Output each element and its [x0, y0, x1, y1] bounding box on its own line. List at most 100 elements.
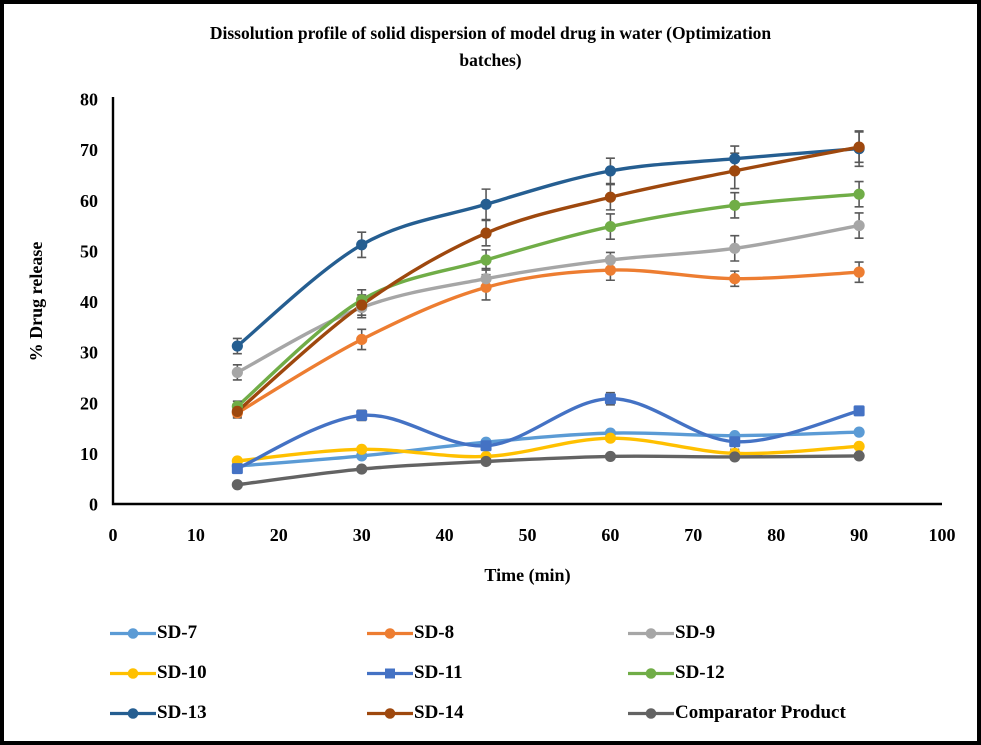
x-tick-label-30: 30 [353, 525, 371, 545]
legend-label-comparator-product: Comparator Product [675, 702, 846, 723]
x-tick-label-0: 0 [109, 525, 118, 545]
legend-label-sd-13: SD-13 [157, 702, 207, 723]
x-tick-label-70: 70 [684, 525, 702, 545]
x-tick-label-90: 90 [850, 525, 868, 545]
y-tick-label-30: 30 [80, 343, 98, 363]
marker-sd-9 [231, 366, 243, 378]
marker-sd-8 [356, 333, 368, 346]
marker-comparator-product [231, 479, 243, 491]
marker-sd-13 [729, 153, 741, 165]
x-tick-label-50: 50 [519, 525, 537, 545]
legend-marker-sd-7-icon [110, 627, 156, 639]
legend-marker-sd-10-icon [110, 667, 156, 679]
marker-comparator-product [729, 451, 741, 463]
marker-sd-13 [356, 239, 368, 251]
legend-item-sd-12: SD-12 [628, 660, 725, 686]
marker-sd-9 [480, 273, 492, 285]
marker-comparator-product [480, 455, 492, 468]
x-tick-label-20: 20 [270, 525, 288, 545]
legend-label-sd-12: SD-12 [675, 662, 725, 683]
y-tick-label-20: 20 [80, 393, 98, 413]
series-line-comparator-product [235, 454, 861, 487]
marker-sd-10 [853, 440, 865, 452]
x-axis-title: Time (min) [484, 565, 570, 586]
y-tick-label-80: 80 [80, 90, 98, 110]
chart-title: Dissolution profile of solid dispersion … [4, 20, 977, 74]
marker-comparator-product [604, 450, 617, 463]
x-tick-label-100: 100 [929, 525, 956, 545]
series-line-sd-7 [235, 430, 861, 468]
plot-area: 0 10 20 30 40 50 60 70 80 0 10 20 30 40 50 60 70 80 90 100 T… [26, 90, 956, 587]
marker-sd-11 [604, 393, 616, 405]
marker-sd-11 [729, 436, 741, 448]
marker-sd-12 [480, 254, 492, 266]
legend-item-sd-11: SD-11 [367, 660, 463, 686]
marker-sd-11 [480, 440, 492, 452]
legend-label-sd-9: SD-9 [675, 622, 716, 643]
chart-title-line2: batches) [459, 50, 522, 70]
series-line-sd-10 [235, 436, 861, 463]
marker-sd-12 [729, 199, 741, 211]
marker-comparator-product [853, 450, 865, 462]
legend-item-sd-8: SD-8 [367, 620, 454, 646]
legend-item-sd-10: SD-10 [110, 660, 207, 686]
marker-sd-10 [604, 432, 617, 444]
marker-sd-7 [853, 426, 865, 438]
marker-sd-11 [231, 463, 243, 475]
marker-sd-13 [480, 198, 492, 210]
x-tick-label-60: 60 [601, 525, 619, 545]
x-tick-label-40: 40 [436, 525, 454, 545]
legend-item-sd-14: SD-14 [367, 700, 464, 726]
legend-marker-sd-13-icon [110, 707, 156, 719]
marker-sd-8 [729, 273, 741, 285]
legend-label-sd-7: SD-7 [157, 622, 198, 643]
marker-sd-8 [853, 266, 865, 278]
x-tick-label-80: 80 [767, 525, 785, 545]
y-tick-label-10: 10 [80, 444, 98, 464]
y-tick-label-40: 40 [80, 292, 98, 312]
marker-sd-14 [356, 299, 368, 311]
legend-marker-sd-12-icon [628, 667, 674, 679]
legend-marker-sd-14-icon [367, 707, 413, 719]
marker-sd-10 [356, 443, 368, 455]
series-line-sd-11 [235, 396, 861, 471]
series-line-sd-14 [235, 145, 861, 414]
y-tick-label-70: 70 [80, 140, 98, 160]
marker-sd-14 [604, 191, 617, 203]
series-line-sd-8 [235, 268, 861, 415]
marker-sd-9 [604, 254, 617, 266]
y-tick-label-60: 60 [80, 191, 98, 211]
y-tick-label-0: 0 [89, 495, 98, 515]
marker-sd-14 [853, 141, 865, 153]
marker-sd-14 [480, 227, 492, 239]
marker-sd-13 [604, 165, 617, 177]
series-line-sd-12 [235, 192, 861, 408]
y-tick-label-50: 50 [80, 241, 98, 261]
marker-sd-8 [480, 281, 492, 293]
marker-sd-12 [604, 220, 617, 233]
chart-title-line1: Dissolution profile of solid dispersion … [209, 23, 772, 43]
x-tick-label-10: 10 [187, 525, 205, 545]
legend-marker-comparator-product-icon [628, 707, 674, 719]
series-line-sd-13 [235, 146, 861, 348]
legend-label-sd-8: SD-8 [414, 622, 455, 643]
series-line-sd-9 [235, 223, 861, 375]
marker-sd-9 [853, 219, 865, 232]
marker-sd-12 [853, 188, 865, 200]
legend-item-sd-13: SD-13 [110, 700, 207, 726]
marker-comparator-product [356, 463, 368, 475]
legend-item-comparator-product: Comparator Product [628, 700, 846, 726]
y-axis-title: % Drug release [26, 242, 46, 362]
legend-item-sd-9: SD-9 [628, 620, 715, 646]
legend-label-sd-10: SD-10 [157, 662, 207, 683]
marker-sd-11 [853, 405, 865, 417]
marker-sd-9 [729, 242, 741, 254]
legend-marker-sd-8-icon [367, 627, 413, 639]
legend-label-sd-11: SD-11 [414, 662, 463, 683]
marker-sd-14 [729, 165, 741, 177]
marker-sd-14 [231, 405, 243, 417]
legend-label-sd-14: SD-14 [414, 702, 464, 723]
marker-sd-11 [356, 409, 368, 421]
axes [111, 97, 942, 506]
